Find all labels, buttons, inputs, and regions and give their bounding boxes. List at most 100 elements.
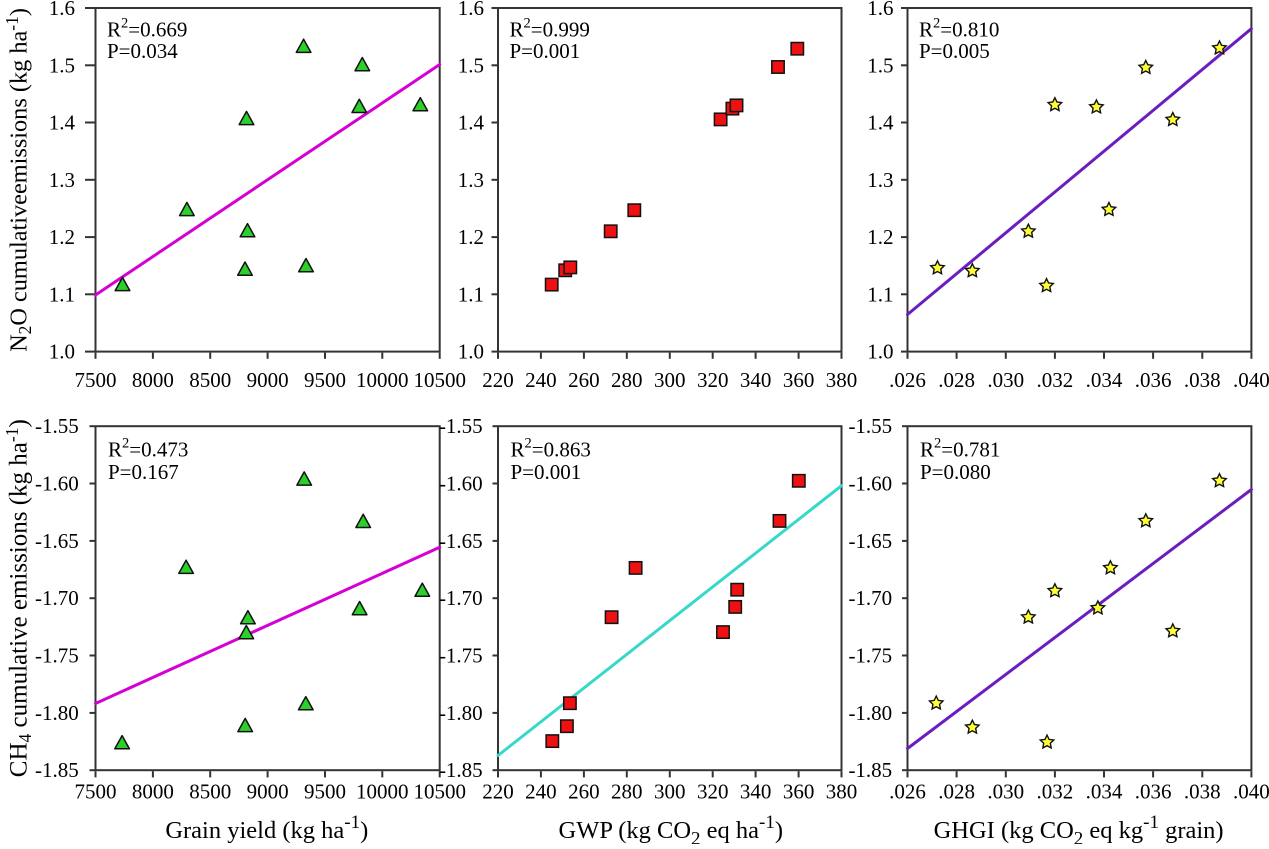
svg-text:N2O cumulativeemissions (kg ha: N2O cumulativeemissions (kg ha-1) [2,8,35,352]
svg-text:P=0.005: P=0.005 [919,39,990,63]
svg-text:GWP (kg CO2 eq ha-1): GWP (kg CO2 eq ha-1) [559,812,783,844]
svg-text:.030: .030 [987,779,1024,803]
svg-text:-1.85: -1.85 [439,758,483,782]
svg-text:7500: 7500 [75,368,117,392]
svg-text:280: 280 [611,368,643,392]
svg-text:1.3: 1.3 [49,168,75,192]
svg-text:R2=0.863: R2=0.863 [511,436,591,462]
svg-text:-1.55: -1.55 [848,414,892,438]
svg-text:300: 300 [654,779,686,803]
svg-text:1.1: 1.1 [49,282,75,306]
svg-text:1.1: 1.1 [867,282,893,306]
svg-text:10000: 10000 [356,368,409,392]
svg-text:320: 320 [697,368,729,392]
svg-text:9500: 9500 [304,368,346,392]
svg-text:P=0.001: P=0.001 [511,460,582,484]
svg-text:-1.70: -1.70 [848,586,892,610]
svg-text:260: 260 [568,779,600,803]
svg-text:1.2: 1.2 [49,225,75,249]
svg-text:8000: 8000 [132,368,174,392]
svg-text:-1.85: -1.85 [848,758,892,782]
svg-text:.038: .038 [1184,368,1221,392]
svg-text:R2=0.473: R2=0.473 [108,436,188,462]
svg-text:1.4: 1.4 [458,111,485,135]
svg-text:.040: .040 [1233,779,1269,803]
svg-text:280: 280 [611,779,643,803]
svg-text:240: 240 [525,368,557,392]
svg-text:1.1: 1.1 [458,282,484,306]
svg-text:-1.55: -1.55 [439,414,483,438]
svg-text:P=0.080: P=0.080 [920,460,991,484]
svg-text:-1.65: -1.65 [35,529,79,553]
svg-text:240: 240 [525,779,557,803]
svg-text:220: 220 [482,368,514,392]
svg-text:R2=0.810: R2=0.810 [919,16,999,42]
svg-text:8000: 8000 [132,779,174,803]
svg-text:-1.70: -1.70 [439,586,483,610]
svg-text:1.3: 1.3 [867,168,893,192]
svg-text:1.4: 1.4 [867,111,894,135]
svg-text:300: 300 [654,368,686,392]
svg-text:-1.70: -1.70 [35,586,79,610]
svg-text:9500: 9500 [304,779,346,803]
svg-text:CH4 cumulative emissions (kg h: CH4 cumulative emissions (kg ha-1) [2,419,35,777]
svg-text:-1.60: -1.60 [35,472,79,496]
svg-text:-1.60: -1.60 [848,472,892,496]
svg-text:8500: 8500 [189,779,231,803]
svg-text:-1.80: -1.80 [439,701,483,725]
svg-text:.026: .026 [889,368,926,392]
svg-text:9000: 9000 [247,368,289,392]
svg-text:R2=0.999: R2=0.999 [510,16,590,42]
svg-text:340: 340 [740,779,772,803]
svg-text:360: 360 [783,779,815,803]
svg-text:-1.75: -1.75 [439,644,483,668]
svg-text:Grain yield (kg ha-1): Grain yield (kg ha-1) [165,812,368,844]
svg-text:1.2: 1.2 [867,225,893,249]
svg-text:P=0.167: P=0.167 [108,460,179,484]
svg-text:R2=0.669: R2=0.669 [107,16,187,42]
svg-text:-1.85: -1.85 [35,758,79,782]
svg-text:P=0.001: P=0.001 [510,39,581,63]
svg-text:-1.80: -1.80 [848,701,892,725]
svg-text:-1.75: -1.75 [35,644,79,668]
svg-text:.028: .028 [938,368,975,392]
svg-text:.036: .036 [1135,779,1172,803]
svg-text:.026: .026 [889,779,926,803]
svg-text:1.2: 1.2 [458,225,484,249]
svg-text:.036: .036 [1135,368,1172,392]
svg-text:9000: 9000 [247,779,289,803]
svg-text:1.6: 1.6 [49,0,75,20]
svg-text:1.5: 1.5 [49,53,75,77]
svg-text:P=0.034: P=0.034 [107,39,178,63]
svg-text:.034: .034 [1086,779,1123,803]
svg-text:8500: 8500 [189,368,231,392]
svg-text:380: 380 [826,368,858,392]
svg-text:10000: 10000 [356,779,409,803]
svg-text:1.4: 1.4 [49,111,76,135]
svg-text:260: 260 [568,368,600,392]
svg-text:.032: .032 [1037,368,1074,392]
svg-text:1.3: 1.3 [458,168,484,192]
svg-text:R2=0.781: R2=0.781 [920,436,1000,462]
svg-text:.040: .040 [1233,368,1269,392]
svg-text:1.5: 1.5 [458,53,484,77]
svg-text:10500: 10500 [413,368,466,392]
svg-text:1.5: 1.5 [867,53,893,77]
svg-text:-1.65: -1.65 [848,529,892,553]
svg-text:320: 320 [697,779,729,803]
svg-text:-1.75: -1.75 [848,644,892,668]
svg-text:380: 380 [826,779,858,803]
svg-text:1.0: 1.0 [867,340,893,364]
svg-text:.034: .034 [1086,368,1123,392]
svg-text:1.6: 1.6 [867,0,893,20]
svg-text:-1.60: -1.60 [439,472,483,496]
svg-text:.030: .030 [987,368,1024,392]
svg-text:7500: 7500 [75,779,117,803]
svg-text:1.0: 1.0 [458,340,484,364]
svg-text:360: 360 [783,368,815,392]
svg-text:-1.55: -1.55 [35,414,79,438]
svg-text:10500: 10500 [413,779,466,803]
svg-text:220: 220 [482,779,514,803]
svg-text:1.0: 1.0 [49,340,75,364]
svg-text:1.6: 1.6 [458,0,484,20]
